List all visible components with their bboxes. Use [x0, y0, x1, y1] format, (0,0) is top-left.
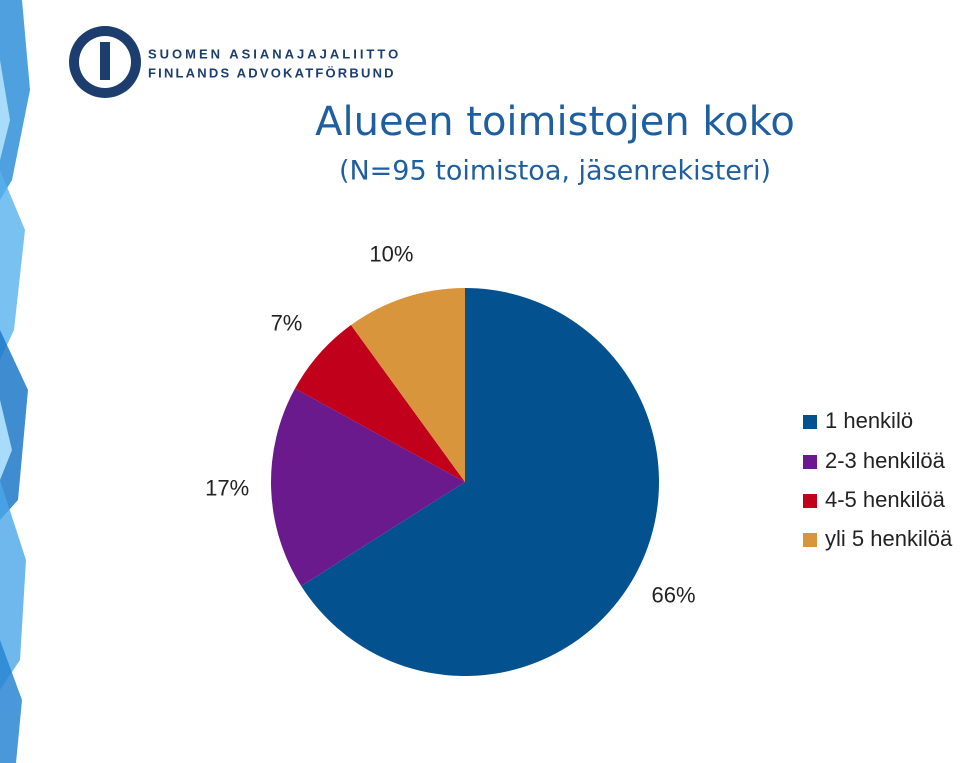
pie-slice [270, 388, 465, 586]
decoration [0, 0, 30, 763]
pie-slice [294, 325, 465, 482]
data-label: 10% [369, 241, 413, 266]
data-label: 7% [271, 310, 303, 335]
chart-subtitle: (N=95 toimistoa, jäsenrekisteri) [339, 156, 771, 187]
legend-swatch [803, 494, 817, 508]
legend-swatch [803, 415, 817, 429]
chart-title: Alueen toimistojen koko [315, 99, 795, 145]
legend-label: 2-3 henkilöä [825, 448, 946, 473]
legend-swatch [803, 455, 817, 469]
legend-label: 1 henkilö [825, 408, 913, 433]
legend-swatch [803, 533, 817, 547]
legend-label: 4-5 henkilöä [825, 487, 946, 512]
logo-text: FINLANDS ADVOKATFÖRBUND [148, 65, 396, 80]
pie-slice [350, 288, 465, 482]
pie-slice [301, 288, 660, 676]
logo-text: SUOMEN ASIANAJAJALIITTO [148, 46, 401, 61]
legend-label: yli 5 henkilöä [825, 526, 953, 551]
logo: SUOMEN ASIANAJAJALIITTO FINLANDS ADVOKAT… [69, 26, 401, 98]
data-label: 17% [205, 475, 249, 500]
data-label: 66% [652, 582, 696, 607]
